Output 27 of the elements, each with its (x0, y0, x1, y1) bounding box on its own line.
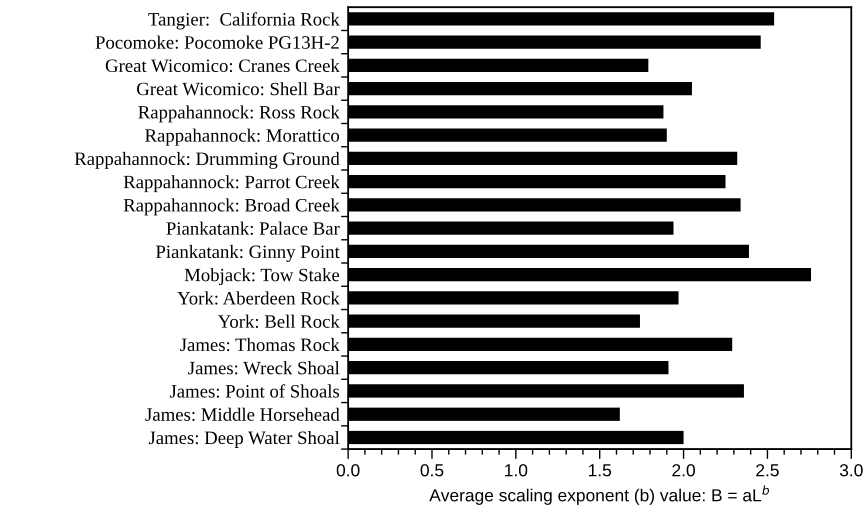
x-tick-label: 2.0 (672, 464, 695, 476)
y-tick-label: York: Aberdeen Rock (177, 291, 340, 305)
y-tick-label: Great Wicomico: Shell Bar (137, 82, 340, 96)
x-tick-label: 0.5 (420, 464, 444, 476)
y-tick-label: Rappahannock: Broad Creek (124, 198, 340, 216)
y-tick-label: Mobjack: Tow Stake (184, 268, 340, 286)
y-tick-label: Rappahannock: Morattico (145, 128, 340, 146)
y-tick-label: Pocomoke: Pocomoke PG13H-2 (96, 36, 339, 49)
y-tick-label: York: Bell Rock (218, 314, 340, 328)
y-tick-label: Rappahannock: Drumming Ground (74, 152, 340, 169)
y-tick-label: James: Point of Shoals (170, 384, 340, 398)
y-tick-label: James: Middle Horsehead (145, 408, 340, 421)
y-tick-label: James: Wreck Shoal (188, 361, 340, 374)
y-tick-label: James: Thomas Rock (180, 338, 340, 352)
x-tick-label: 3.0 (840, 464, 863, 476)
x-tick-label: 2.5 (756, 464, 779, 476)
y-tick-label: Piankatank: Ginny Point (156, 244, 340, 262)
y-tick-label: Great Wicomico: Cranes Creek (106, 58, 340, 72)
y-tick-label: Tangier: California Rock (148, 12, 340, 30)
y-tick-label: Piankatank: Palace Bar (166, 222, 340, 235)
y-tick-label: James: Deep Water Shoal (148, 430, 340, 448)
x-tick-label: 1.5 (588, 464, 612, 476)
y-tick-label: Rappahannock: Ross Rock (138, 105, 340, 122)
x-axis-title: Average scaling exponent (b) value: B = aL$^{b}$ (429, 485, 769, 505)
x-tick-label: 0.0 (336, 464, 360, 476)
y-tick-label: Rappahannock: Parrot Creek (124, 175, 340, 192)
x-tick-label: 1.0 (505, 464, 528, 476)
